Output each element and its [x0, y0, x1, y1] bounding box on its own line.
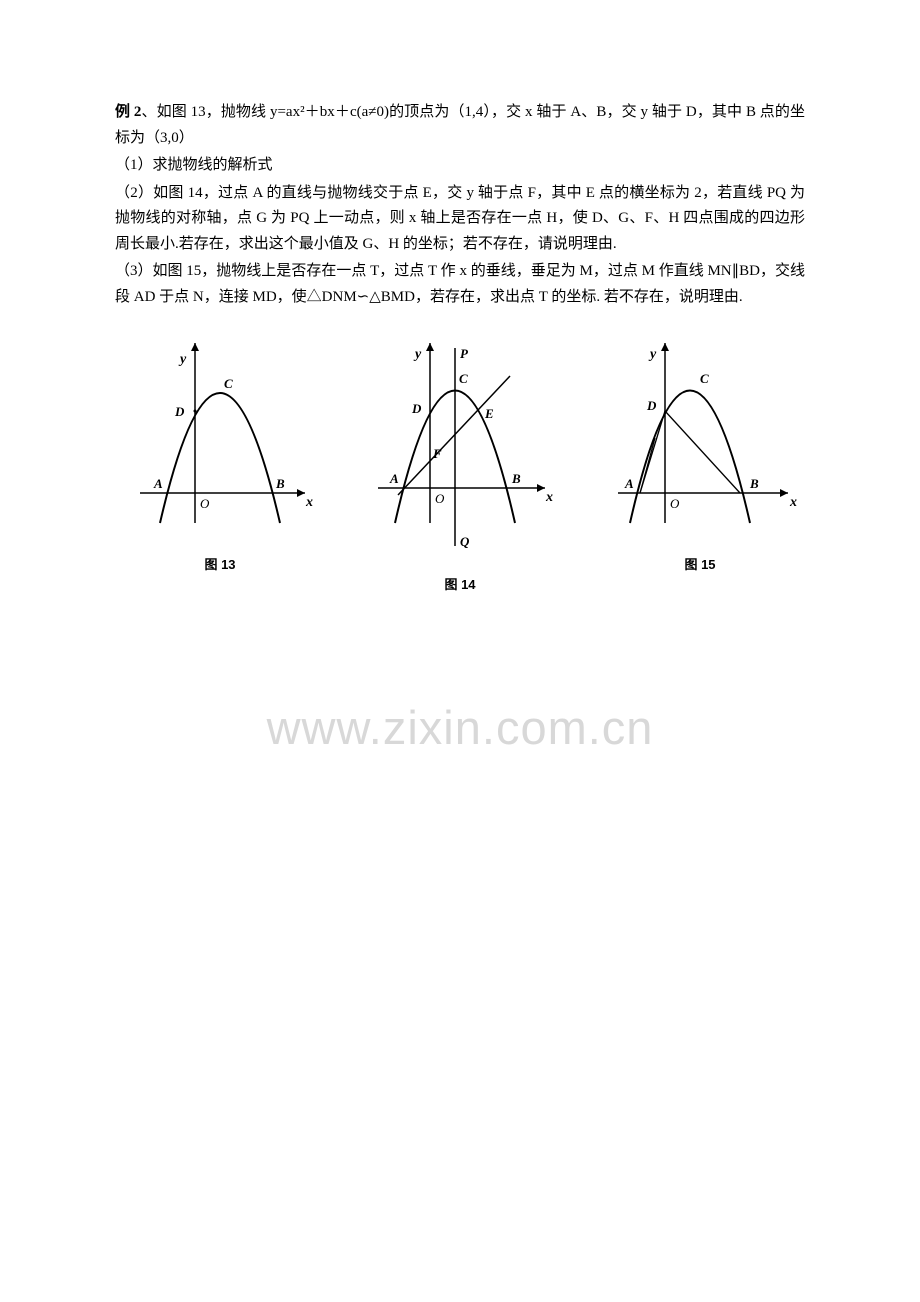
- figure-15-svg: y x C D A B O: [600, 328, 800, 548]
- label-D: D: [174, 404, 185, 419]
- label-O: O: [435, 491, 445, 506]
- p1-rest: 、如图 13，抛物线 y=ax²＋bx＋c(a≠0)的顶点为（1,4），交 x …: [115, 104, 805, 146]
- paragraph-2: （1）求抛物线的解析式: [115, 153, 805, 179]
- figure-13-svg: y x C D A B O: [120, 328, 320, 548]
- figure-14-caption: 图 14: [444, 574, 475, 593]
- figure-15: y x C D A B O 图 15: [600, 328, 800, 593]
- label-B: B: [275, 476, 285, 491]
- label-P: P: [460, 346, 469, 361]
- label-C: C: [700, 371, 709, 386]
- label-D: D: [646, 398, 657, 413]
- label-y: y: [413, 347, 422, 362]
- watermark: www.zixin.com.cn: [267, 700, 654, 755]
- figure-13-caption: 图 13: [204, 554, 235, 573]
- label-Q: Q: [460, 534, 470, 549]
- label-C: C: [224, 376, 233, 391]
- figure-13: y x C D A B O 图 13: [120, 328, 320, 593]
- label-A: A: [624, 476, 634, 491]
- label-x: x: [789, 495, 797, 510]
- label-B: B: [749, 476, 759, 491]
- paragraph-3: （2）如图 14，过点 A 的直线与抛物线交于点 E，交 y 轴于点 F，其中 …: [115, 181, 805, 258]
- label-y: y: [178, 352, 187, 367]
- figure-14-svg: y x P C D E F A B O Q: [360, 328, 560, 568]
- label-F: F: [432, 446, 442, 461]
- paragraph-1: 例 2、如图 13，抛物线 y=ax²＋bx＋c(a≠0)的顶点为（1,4），交…: [115, 100, 805, 151]
- figures-row: y x C D A B O 图 13 y x P C: [115, 328, 805, 593]
- figure-15-caption: 图 15: [684, 554, 715, 573]
- label-E: E: [484, 406, 494, 421]
- label-C: C: [459, 371, 468, 386]
- label-A: A: [153, 476, 163, 491]
- label-O: O: [670, 496, 680, 511]
- label-y: y: [648, 347, 657, 362]
- label-D: D: [411, 401, 422, 416]
- example-label: 例 2: [115, 104, 141, 120]
- label-O: O: [200, 496, 210, 511]
- paragraph-4: （3）如图 15，抛物线上是否存在一点 T，过点 T 作 x 的垂线，垂足为 M…: [115, 259, 805, 310]
- figure-14: y x P C D E F A B O Q 图 14: [360, 328, 560, 593]
- label-x: x: [305, 495, 313, 510]
- label-A: A: [389, 471, 399, 486]
- label-B: B: [511, 471, 521, 486]
- label-x: x: [545, 490, 553, 505]
